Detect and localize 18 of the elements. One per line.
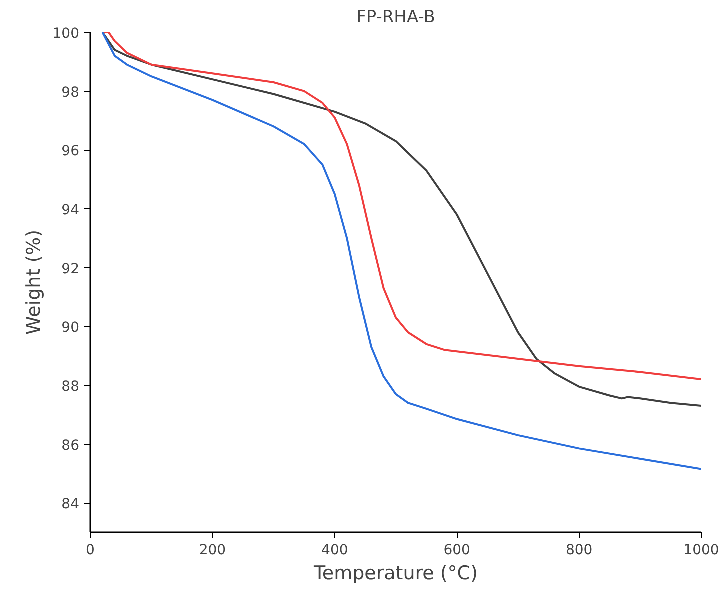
- x-axis-title: Temperature (°C): [313, 562, 478, 584]
- y-tick-label: 100: [52, 26, 80, 42]
- x-tick-label: 400: [322, 542, 348, 558]
- y-tick-label: 84: [62, 496, 80, 513]
- x-tick-label: 1000: [684, 542, 720, 558]
- chart-title: FP-RHA-B: [356, 8, 436, 28]
- y-tick-label: 96: [62, 144, 80, 160]
- y-tick-label: 98: [62, 84, 80, 101]
- y-tick-label: 92: [62, 261, 80, 278]
- x-tick-label: 600: [444, 542, 470, 558]
- y-tick-label: 94: [62, 202, 80, 218]
- y-tick-label: 88: [62, 378, 80, 395]
- y-axis-title: Weight (%): [22, 230, 45, 336]
- y-tick-label: 86: [62, 438, 80, 454]
- y-tick-label: 90: [62, 320, 80, 336]
- x-tick-label: 800: [566, 542, 593, 558]
- x-tick-label: 0: [86, 542, 95, 558]
- x-tick-label: 200: [199, 542, 226, 558]
